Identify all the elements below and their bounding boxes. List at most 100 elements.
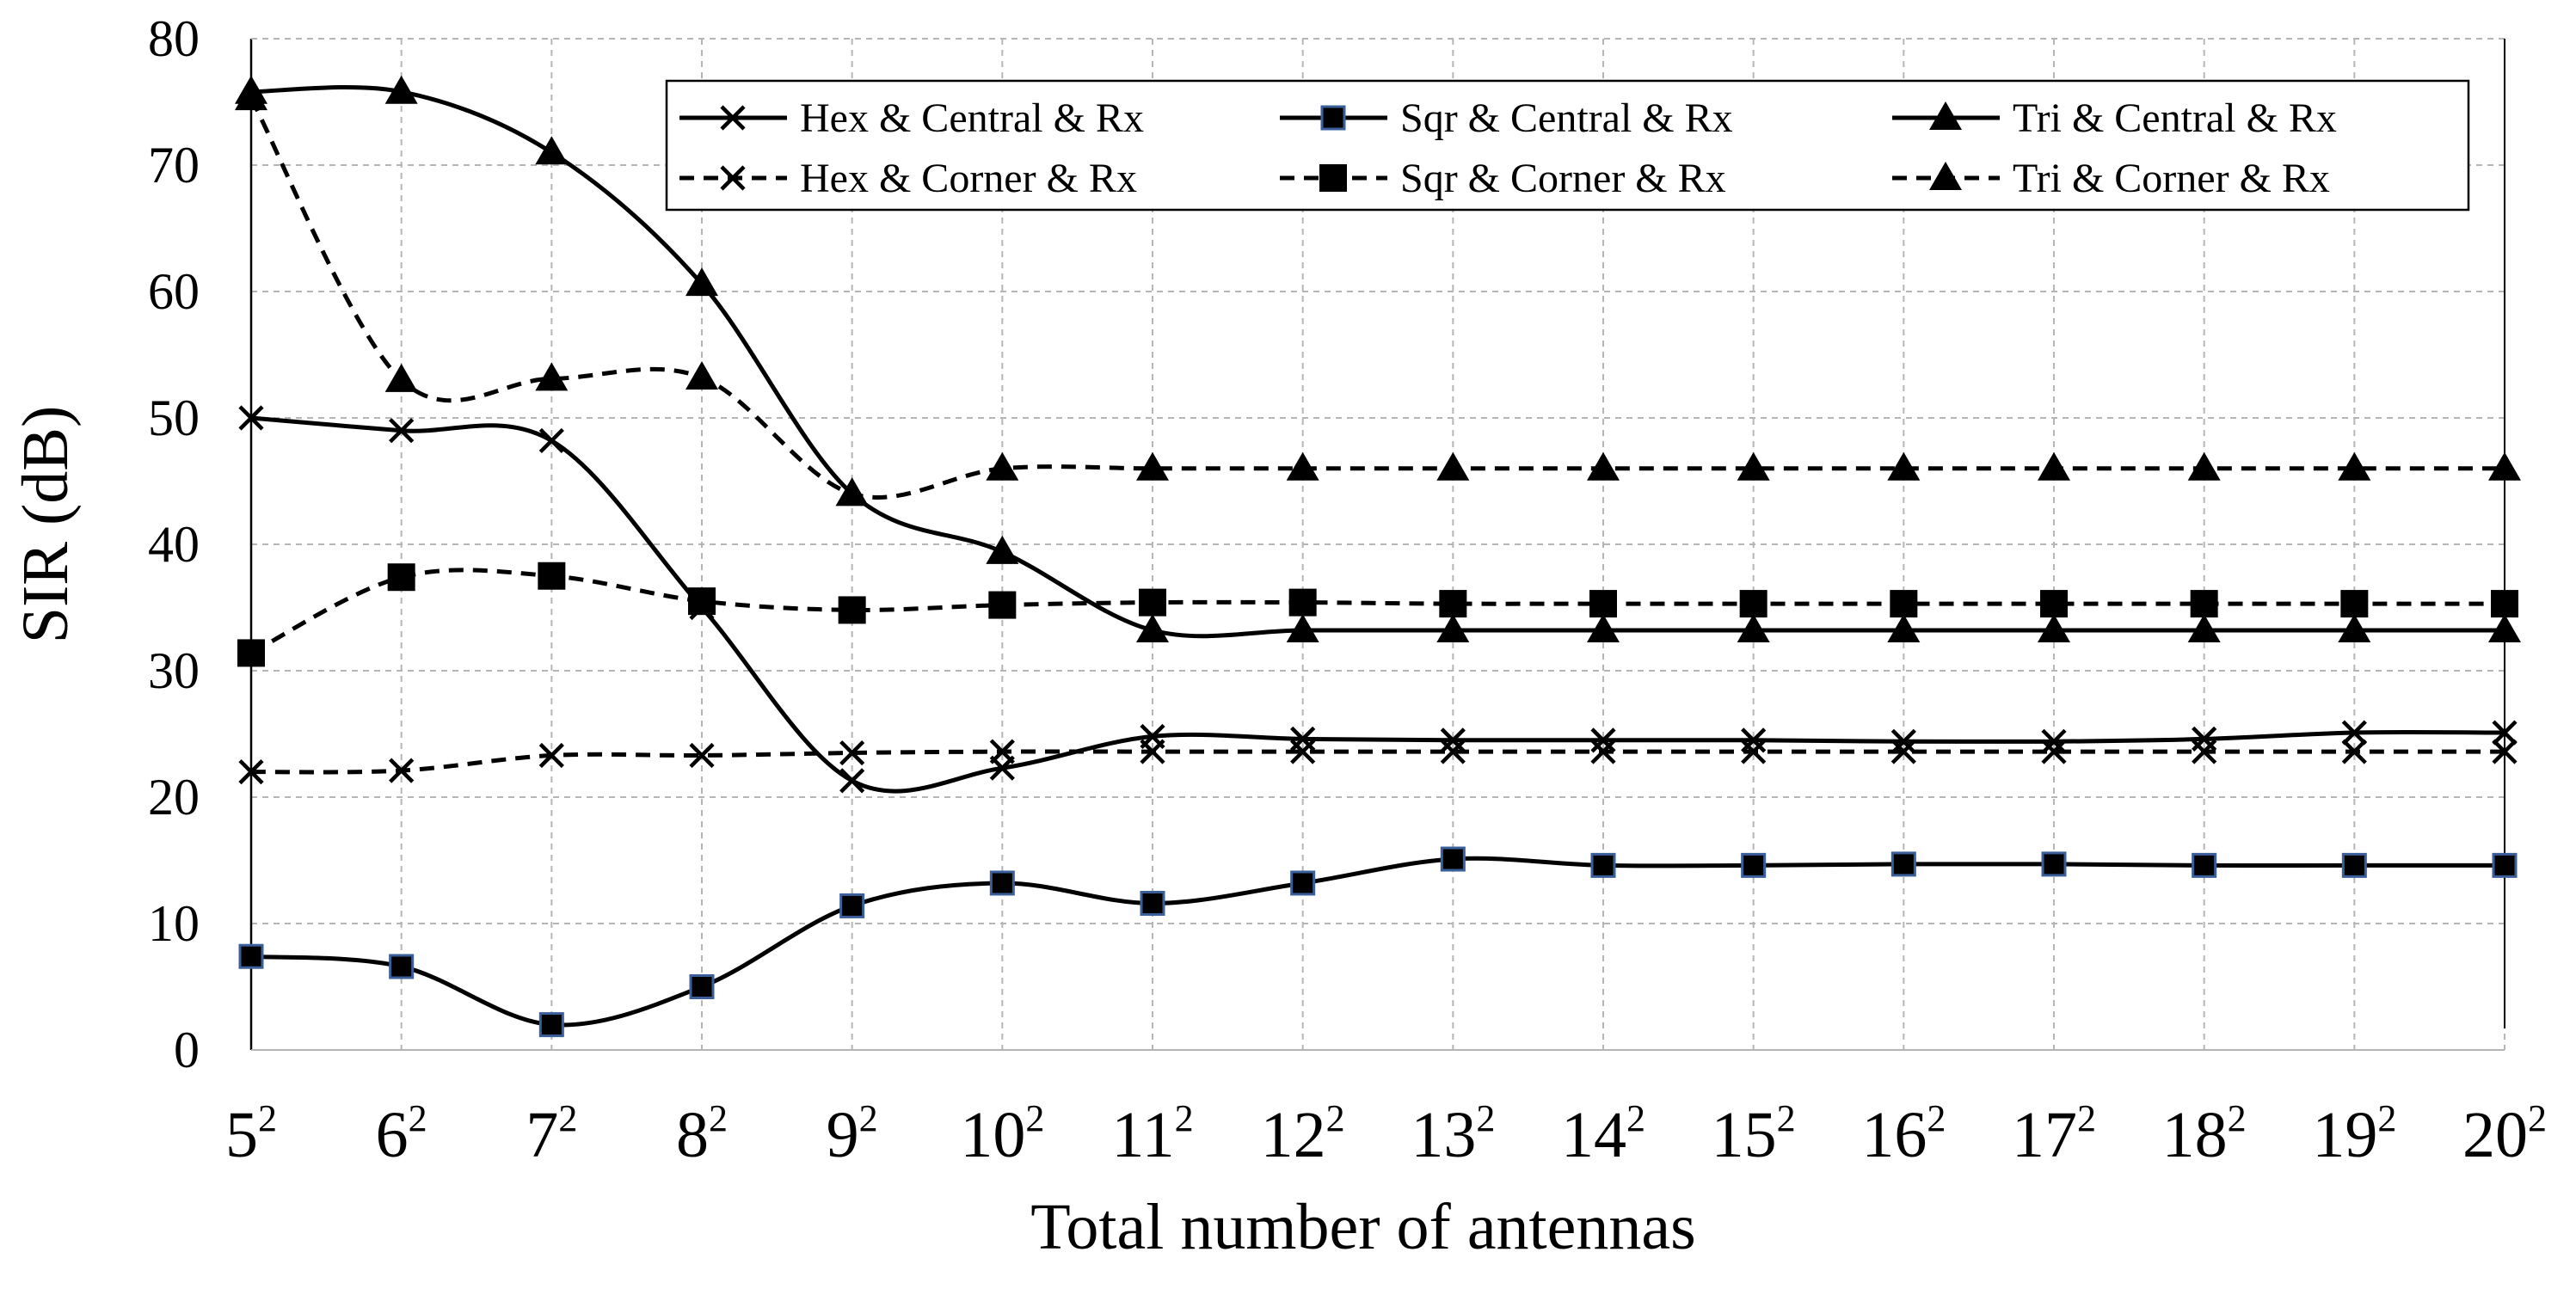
data-point-6 — [2488, 451, 2521, 481]
legend-marker — [1929, 101, 1962, 130]
data-point-3 — [384, 75, 418, 104]
data-point-5 — [1739, 590, 1768, 618]
x-axis-label: Total number of antennas — [1030, 1191, 1695, 1263]
x-tick-label: 52 — [225, 1097, 277, 1171]
data-point-6 — [835, 477, 869, 506]
data-point-4 — [238, 759, 264, 785]
data-point-5 — [2491, 590, 2518, 618]
y-tick-label: 60 — [148, 263, 200, 320]
legend-marker — [1320, 105, 1346, 131]
legend-marker — [1319, 164, 1347, 192]
legend-item: Tri & Corner & Rx — [1892, 156, 2330, 201]
y-tick-label: 0 — [174, 1022, 200, 1078]
data-point-5 — [838, 596, 866, 624]
x-tick-label: 122 — [1261, 1097, 1345, 1171]
legend-item: Sqr & Corner & Rx — [1280, 156, 1726, 201]
data-point-2 — [1741, 852, 1767, 878]
data-point-1 — [2492, 720, 2518, 746]
data-point-4 — [1440, 739, 1466, 764]
y-tick-label: 70 — [148, 137, 200, 193]
series-line-6 — [249, 96, 2505, 500]
data-point-5 — [1589, 590, 1617, 618]
data-point-5 — [1288, 588, 1317, 617]
data-point-6 — [535, 362, 569, 391]
legend-label: Sqr & Corner & Rx — [1400, 156, 1726, 201]
data-point-4 — [839, 740, 865, 766]
data-point-6 — [384, 363, 418, 392]
x-tick-label: 152 — [1712, 1097, 1796, 1171]
data-point-5 — [2040, 590, 2068, 618]
data-point-4 — [2341, 739, 2367, 764]
data-point-3 — [535, 136, 569, 165]
data-point-2 — [2192, 852, 2217, 878]
data-point-6 — [1587, 451, 1620, 481]
data-point-3 — [685, 267, 718, 297]
data-point-4 — [1891, 739, 1916, 764]
y-tick-label: 80 — [148, 10, 200, 67]
data-point-5 — [1890, 590, 1918, 618]
data-point-2 — [689, 974, 715, 999]
data-point-3 — [986, 535, 1019, 564]
legend-label: Tri & Corner & Rx — [2013, 156, 2330, 201]
legend-marker — [720, 165, 746, 191]
x-tick-labels: 52 62 72 82 92 102 112 122 132 142 152 162 172 182 192… — [225, 1097, 2547, 1171]
data-point-3 — [2187, 613, 2221, 642]
y-axis-label: SIR (dB) — [9, 406, 82, 644]
data-point-2 — [1140, 890, 1165, 916]
data-point-4 — [389, 758, 415, 783]
data-point-3 — [2038, 613, 2070, 642]
data-point-1 — [2341, 720, 2367, 746]
data-point-6 — [2187, 451, 2221, 481]
x-tick-label: 182 — [2162, 1097, 2247, 1171]
data-point-2 — [238, 943, 264, 969]
data-point-2 — [1440, 846, 1466, 872]
y-tick-label: 50 — [148, 390, 200, 446]
data-point-6 — [2338, 451, 2371, 481]
data-point-1 — [538, 427, 564, 454]
data-point-4 — [2492, 739, 2518, 764]
data-point-1 — [238, 405, 264, 431]
data-point-1 — [1891, 728, 1916, 754]
data-point-2 — [1590, 852, 1616, 878]
data-point-6 — [1286, 451, 1319, 481]
data-point-4 — [2041, 739, 2067, 764]
data-point-3 — [2488, 613, 2521, 642]
data-point-3 — [1887, 613, 1921, 642]
legend: Hex & Central & Rx Sqr & Central & Rx Tri … — [665, 79, 2470, 212]
data-point-3 — [1286, 613, 1319, 642]
data-point-6 — [1737, 451, 1770, 481]
data-point-5 — [988, 591, 1017, 619]
x-tick-label: 112 — [1111, 1097, 1193, 1171]
data-point-4 — [1140, 739, 1165, 764]
data-point-6 — [685, 360, 718, 390]
data-point-5 — [2340, 590, 2369, 618]
legend-item: Hex & Central & Rx — [679, 95, 1144, 141]
legend-marker — [1929, 162, 1962, 190]
data-point-1 — [2041, 728, 2067, 754]
data-point-1 — [389, 418, 415, 444]
data-point-3 — [1737, 613, 1770, 642]
x-tick-label: 82 — [676, 1097, 728, 1171]
data-point-1 — [1440, 727, 1466, 753]
legend-label: Hex & Corner & Rx — [800, 156, 1137, 201]
x-tick-label: 172 — [2012, 1097, 2096, 1171]
data-point-3 — [1136, 613, 1169, 642]
data-point-5 — [1439, 590, 1467, 618]
legend-item: Hex & Corner & Rx — [679, 156, 1137, 201]
x-tick-label: 202 — [2462, 1097, 2547, 1171]
data-point-2 — [1891, 851, 1916, 877]
data-point-4 — [689, 742, 715, 769]
data-point-6 — [1436, 451, 1470, 481]
legend-item: Tri & Central & Rx — [1892, 95, 2337, 141]
data-point-2 — [989, 870, 1015, 896]
data-point-6 — [1887, 451, 1921, 481]
x-tick-label: 162 — [1861, 1097, 1946, 1171]
data-point-2 — [839, 893, 865, 918]
legend-item: Sqr & Central & Rx — [1280, 95, 1733, 141]
x-tick-label: 92 — [827, 1097, 878, 1171]
x-tick-label: 72 — [526, 1097, 577, 1171]
series-lines — [249, 85, 2505, 1028]
series-line-5 — [249, 568, 2505, 655]
data-point-4 — [1741, 739, 1767, 764]
